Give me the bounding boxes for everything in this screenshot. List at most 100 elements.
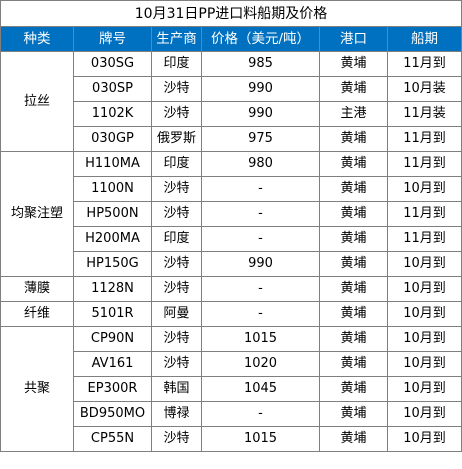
table-row: EP300R 韩国 1045 黄埔 10月到: [1, 376, 462, 402]
port-cell: 黄埔: [319, 51, 388, 77]
port-cell: 黄埔: [319, 176, 388, 202]
schedule-cell: 11月到: [386, 226, 462, 252]
port-cell: 黄埔: [319, 301, 388, 327]
category-cell: 纤维: [0, 301, 74, 327]
table-body: 10月31日PP进口料船期及价格 种类 牌号 生产商 价格（美元/吨） 港口 船…: [0, 0, 462, 452]
grade-cell: AV161: [73, 351, 152, 377]
producer-cell: 沙特: [151, 426, 202, 452]
grade-cell: HP500N: [73, 201, 152, 227]
grade-cell: 1102K: [73, 101, 152, 127]
schedule-cell: 11月到: [386, 51, 462, 77]
table-row: 1100N 沙特 - 黄埔 10月到: [1, 176, 462, 202]
schedule-cell: 10月装: [386, 76, 462, 102]
schedule-cell: 10月到: [386, 251, 462, 277]
port-cell: 黄埔: [319, 226, 388, 252]
price-cell: 985: [201, 51, 320, 77]
price-cell: -: [201, 226, 320, 252]
price-cell: 1020: [201, 351, 320, 377]
header-port: 港口: [319, 26, 388, 52]
category-cell: 共聚: [0, 326, 74, 452]
price-table: 10月31日PP进口料船期及价格 种类 牌号 生产商 价格（美元/吨） 港口 船…: [0, 0, 462, 452]
header-grade: 牌号: [73, 26, 152, 52]
grade-cell: 5101R: [73, 301, 152, 327]
title-row: 10月31日PP进口料船期及价格: [0, 0, 462, 27]
schedule-cell: 10月到: [386, 426, 462, 452]
port-cell: 黄埔: [319, 126, 388, 152]
producer-cell: 印度: [151, 151, 202, 177]
schedule-cell: 10月到: [386, 376, 462, 402]
category-cell: 均聚注塑: [0, 151, 74, 277]
producer-cell: 韩国: [151, 376, 202, 402]
producer-cell: 沙特: [151, 176, 202, 202]
schedule-cell: 10月到: [386, 176, 462, 202]
price-cell: -: [201, 276, 320, 302]
table-row: 薄膜 1128N 沙特 - 黄埔 10月到: [0, 276, 462, 302]
price-cell: 1045: [201, 376, 320, 402]
price-cell: 990: [201, 101, 320, 127]
schedule-cell: 11月到: [386, 201, 462, 227]
producer-cell: 俄罗斯: [151, 126, 202, 152]
port-cell: 黄埔: [319, 276, 388, 302]
price-cell: 990: [201, 251, 320, 277]
port-cell: 黄埔: [319, 151, 388, 177]
header-schedule: 船期: [386, 26, 462, 52]
producer-cell: 博禄: [151, 401, 202, 427]
producer-cell: 沙特: [151, 201, 202, 227]
grade-cell: BD950MO: [73, 401, 152, 427]
grade-cell: CP90N: [73, 326, 152, 352]
port-cell: 黄埔: [319, 426, 388, 452]
grade-cell: CP55N: [73, 426, 152, 452]
schedule-cell: 10月到: [386, 401, 462, 427]
price-cell: -: [201, 301, 320, 327]
port-cell: 黄埔: [319, 376, 388, 402]
port-cell: 黄埔: [319, 251, 388, 277]
category-cell: 拉丝: [0, 51, 74, 152]
table-row: 均聚注塑 H110MA 印度 980 黄埔 11月到: [0, 151, 462, 277]
port-cell: 黄埔: [319, 351, 388, 377]
price-cell: 1015: [201, 326, 320, 352]
category-cell: 薄膜: [0, 276, 74, 302]
grade-cell: H200MA: [73, 226, 152, 252]
grade-cell: 030GP: [73, 126, 152, 152]
table-title: 10月31日PP进口料船期及价格: [0, 0, 462, 27]
producer-cell: 沙特: [151, 76, 202, 102]
producer-cell: 沙特: [151, 101, 202, 127]
table-row: 拉丝 030SG 印度 985 黄埔 11月到: [0, 51, 462, 152]
table-row: 共聚 CP90N 沙特 1015 黄埔 10月到: [0, 326, 462, 452]
schedule-cell: 10月到: [386, 276, 462, 302]
schedule-cell: 10月到: [386, 351, 462, 377]
producer-cell: 沙特: [151, 251, 202, 277]
port-cell: 主港: [319, 101, 388, 127]
schedule-cell: 11月到: [386, 151, 462, 177]
producer-cell: 沙特: [151, 276, 202, 302]
grade-cell: EP300R: [73, 376, 152, 402]
table-row: CP55N 沙特 1015 黄埔 10月到: [1, 426, 462, 452]
price-cell: 1015: [201, 426, 320, 452]
port-cell: 黄埔: [319, 326, 388, 352]
header-producer: 生产商: [151, 26, 202, 52]
price-cell: -: [201, 176, 320, 202]
schedule-cell: 11月装: [386, 101, 462, 127]
producer-cell: 阿曼: [151, 301, 202, 327]
schedule-cell: 10月到: [386, 301, 462, 327]
table-row: 1102K 沙特 990 主港 11月装: [1, 101, 462, 127]
header-category: 种类: [0, 26, 74, 52]
grade-cell: 1128N: [73, 276, 152, 302]
header-price: 价格（美元/吨）: [201, 26, 320, 52]
grade-cell: 030SG: [73, 51, 152, 77]
producer-cell: 印度: [151, 51, 202, 77]
port-cell: 黄埔: [319, 76, 388, 102]
schedule-cell: 11月到: [386, 126, 462, 152]
price-cell: 990: [201, 76, 320, 102]
grade-cell: 1100N: [73, 176, 152, 202]
header-row: 种类 牌号 生产商 价格（美元/吨） 港口 船期: [0, 26, 462, 52]
port-cell: 黄埔: [319, 401, 388, 427]
table-row: 030GP 俄罗斯 975 黄埔 11月到: [1, 126, 462, 152]
table-row: HP150G 沙特 990 黄埔 10月到: [1, 251, 462, 277]
table-row: 030SP 沙特 990 黄埔 10月装: [1, 76, 462, 102]
producer-cell: 沙特: [151, 351, 202, 377]
grade-cell: HP150G: [73, 251, 152, 277]
grade-cell: H110MA: [73, 151, 152, 177]
price-cell: 980: [201, 151, 320, 177]
table-row: AV161 沙特 1020 黄埔 10月到: [1, 351, 462, 377]
